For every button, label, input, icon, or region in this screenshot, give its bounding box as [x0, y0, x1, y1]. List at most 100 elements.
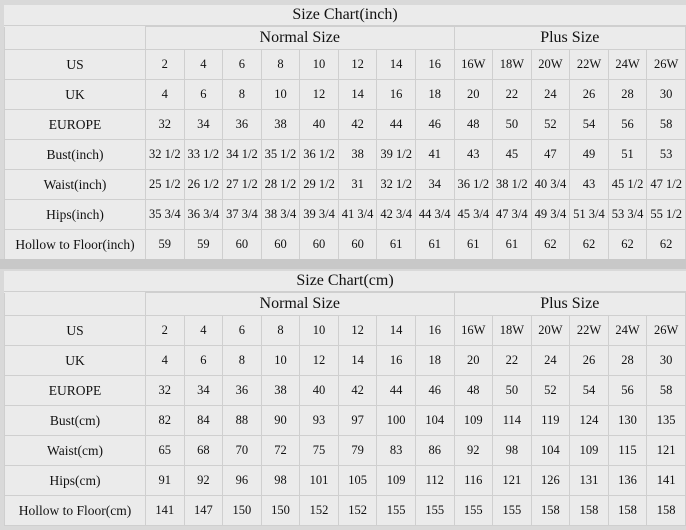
table-cell: 60	[260, 229, 301, 260]
table-cell: 109	[376, 465, 416, 496]
table-cell: 92	[453, 435, 494, 466]
table-cell: 96	[222, 465, 262, 496]
row-label: UK	[4, 79, 146, 110]
row-label: Bust(cm)	[4, 405, 146, 436]
table-cell: 53	[646, 139, 686, 170]
table-cell: 116	[453, 465, 494, 496]
table-cell: 59	[145, 229, 185, 260]
table-cell: 28	[607, 345, 648, 376]
table-cell: 22	[492, 345, 532, 376]
table-cell: 79	[337, 435, 378, 466]
table-cell: 150	[222, 495, 262, 526]
table-cell: 112	[414, 465, 455, 496]
row-label: Hollow to Floor(inch)	[4, 229, 146, 260]
table-cell: 48	[453, 375, 494, 406]
blank-cell	[4, 26, 146, 50]
row-label: Waist(inch)	[4, 169, 146, 200]
table-row: Hollow to Floor(inch) 59 59 60 60 60 60 61 61 61 6…	[4, 229, 686, 260]
table-cell: 98	[260, 465, 301, 496]
table-cell: 18	[414, 345, 455, 376]
table-cell: 38 1/2	[492, 169, 532, 200]
table-cell: 45 1/2	[607, 169, 648, 200]
table-cell: 72	[260, 435, 301, 466]
table-cell: 60	[337, 229, 378, 260]
blank-cell	[4, 292, 146, 316]
table-cell: 50	[492, 375, 532, 406]
table-cell: 14	[337, 345, 378, 376]
table-cell: 61	[453, 229, 494, 260]
table-cell: 32	[145, 375, 185, 406]
size-table: Normal Size Plus Size US 2 4 6 8 10 12 14 16 16W 18W…	[4, 26, 686, 260]
row-label: Hips(cm)	[4, 465, 146, 496]
table-cell: 70	[222, 435, 262, 466]
table-cell: 38	[337, 139, 378, 170]
table-cell: 36 1/2	[299, 139, 339, 170]
row-label: UK	[4, 345, 146, 376]
table-cell: 158	[530, 495, 571, 526]
table-cell: 42	[337, 109, 378, 140]
table-cell: 4	[145, 345, 185, 376]
table-row: Bust(inch) 32 1/2 33 1/2 34 1/2 35 1/2 36 1/2…	[4, 139, 686, 170]
table-row: US 2 4 6 8 10 12 14 16 16W 18W 20W 22W 24W 26W	[4, 315, 686, 346]
table-cell: 65	[145, 435, 185, 466]
table-cell: 43	[569, 169, 609, 200]
table-cell: 158	[607, 495, 648, 526]
table-cell: 29 1/2	[299, 169, 339, 200]
table-cell: 36 1/2	[453, 169, 494, 200]
table-cell: 41	[414, 139, 455, 170]
table-cell: 32	[145, 109, 185, 140]
group-header: Plus Size	[453, 26, 686, 50]
table-cell: 20	[453, 345, 494, 376]
table-cell: 60	[222, 229, 262, 260]
group-header: Plus Size	[453, 292, 686, 316]
table-cell: 25 1/2	[145, 169, 185, 200]
size-chart-inch: Size Chart(inch) Normal Size Plus Size US 2 4…	[4, 5, 686, 260]
table-cell: 50	[492, 109, 532, 140]
table-cell: 62	[569, 229, 609, 260]
table-cell: 8	[260, 315, 301, 346]
table-cell: 61	[492, 229, 532, 260]
table-cell: 20	[453, 79, 494, 110]
table-cell: 155	[414, 495, 455, 526]
table-cell: 4	[183, 315, 224, 346]
group-header-row: Normal Size Plus Size	[4, 26, 686, 50]
table-cell: 46	[414, 375, 455, 406]
table-cell: 35 3/4	[145, 199, 185, 230]
table-cell: 47 1/2	[646, 169, 686, 200]
table-cell: 34	[414, 169, 455, 200]
table-cell: 91	[145, 465, 185, 496]
table-cell: 20W	[530, 49, 571, 80]
table-cell: 28	[607, 79, 648, 110]
table-cell: 12	[337, 49, 378, 80]
table-cell: 130	[607, 405, 648, 436]
table-cell: 45	[492, 139, 532, 170]
table-cell: 14	[376, 49, 416, 80]
table-cell: 24W	[607, 49, 648, 80]
row-label: US	[4, 49, 146, 80]
table-cell: 119	[530, 405, 571, 436]
table-cell: 6	[183, 345, 224, 376]
table-cell: 109	[569, 435, 609, 466]
size-chart-cm: Size Chart(cm) Normal Size Plus Size US 2 4 6 8…	[4, 271, 686, 526]
table-row: Hips(inch) 35 3/4 36 3/4 37 3/4 38 3/4 39 3/4…	[4, 199, 686, 230]
table-cell: 14	[337, 79, 378, 110]
table-cell: 32 1/2	[145, 139, 185, 170]
table-cell: 155	[376, 495, 416, 526]
row-label: US	[4, 315, 146, 346]
table-cell: 28 1/2	[260, 169, 301, 200]
table-cell: 10	[299, 49, 339, 80]
table-row: Waist(inch) 25 1/2 26 1/2 27 1/2 28 1/2 29 1/…	[4, 169, 686, 200]
table-cell: 52	[530, 109, 571, 140]
table-cell: 26	[569, 79, 609, 110]
table-cell: 98	[492, 435, 532, 466]
table-cell: 104	[414, 405, 455, 436]
table-cell: 12	[299, 79, 339, 110]
table-cell: 114	[492, 405, 532, 436]
row-label: EUROPE	[4, 109, 146, 140]
table-cell: 42 3/4	[376, 199, 416, 230]
table-cell: 84	[183, 405, 224, 436]
table-cell: 141	[145, 495, 185, 526]
table-cell: 109	[453, 405, 494, 436]
table-cell: 150	[260, 495, 301, 526]
table-cell: 10	[260, 345, 301, 376]
